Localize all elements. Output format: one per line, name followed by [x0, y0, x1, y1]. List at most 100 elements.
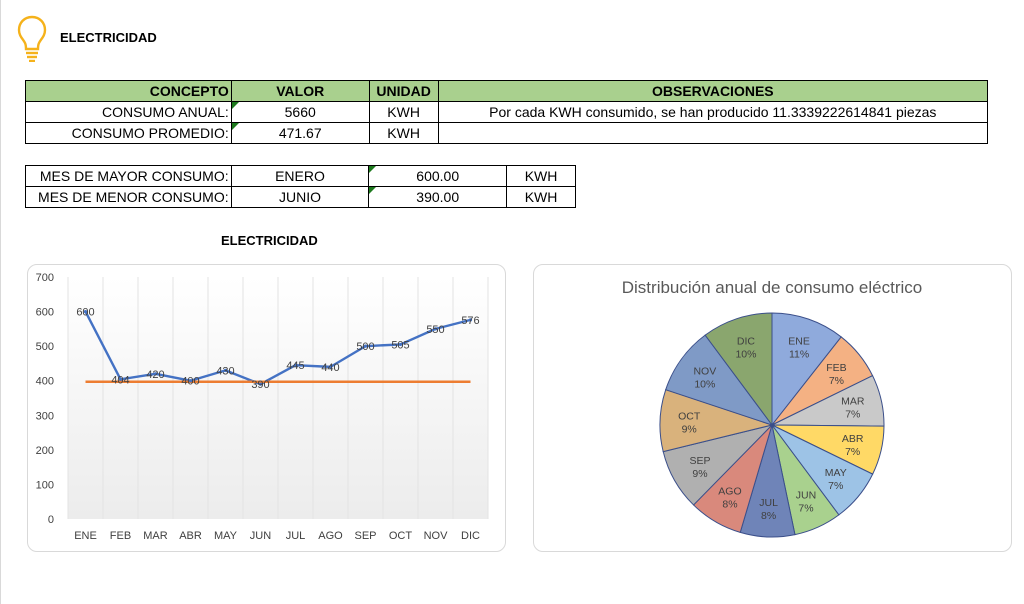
data-label: 500: [356, 341, 374, 353]
y-tick-label: 0: [48, 514, 54, 526]
x-tick-label: MAR: [143, 530, 168, 542]
header-observaciones[interactable]: OBSERVACIONES: [437, 80, 989, 102]
cell-valor[interactable]: 390.00: [368, 186, 508, 208]
data-label: 420: [146, 369, 164, 381]
data-point: [293, 363, 298, 367]
x-tick-label: JUL: [286, 530, 306, 542]
data-point: [258, 382, 263, 386]
page-title: ELECTRICIDAD: [60, 30, 157, 45]
pie-slice-label: DIC: [737, 335, 756, 347]
x-tick-label: AGO: [318, 530, 343, 542]
lightbulb-icon: [17, 15, 47, 62]
cell-valor-text: 471.67: [278, 125, 322, 141]
y-tick-label: 600: [36, 307, 54, 319]
pie-slice-label: MAR: [841, 396, 865, 408]
x-tick-label: MAY: [214, 530, 238, 542]
pie-slice-label: JUN: [796, 490, 816, 502]
data-label: 576: [461, 315, 479, 327]
data-label: 400: [181, 376, 199, 388]
y-tick-label: 400: [36, 376, 54, 388]
cell-valor-text: 5660: [284, 104, 316, 120]
data-label: 390: [251, 379, 269, 391]
data-label: 445: [286, 360, 304, 372]
cell-note-marker: [369, 166, 377, 173]
sheet-left-border: [0, 0, 1, 604]
pie-slice-label: JUL: [759, 497, 778, 509]
pie-chart-title: Distribución anual de consumo eléctrico: [622, 278, 923, 297]
table-row: CONSUMO ANUAL: 5660 KWH Por cada KWH con…: [25, 101, 989, 123]
cell-valor-text: 390.00: [416, 189, 460, 205]
pie-slice-label: FEB: [826, 362, 846, 374]
pie-slice-percent: 8%: [761, 510, 776, 522]
pie-slice-label: AGO: [718, 485, 741, 497]
cell-note-marker: [231, 102, 239, 109]
table-row: MES DE MAYOR CONSUMO: ENERO 600.00 KWH: [25, 165, 576, 187]
pie-slice-dic: [704, 312, 773, 427]
pie-slice-percent: 7%: [845, 446, 860, 458]
pie-slice-label: OCT: [678, 411, 701, 423]
cell-unidad[interactable]: KWH: [506, 165, 576, 187]
header-unidad[interactable]: UNIDAD: [368, 80, 439, 102]
summary-table: CONCEPTO VALOR UNIDAD OBSERVACIONES CONS…: [25, 80, 989, 144]
x-tick-label: OCT: [389, 530, 413, 542]
y-tick-label: 100: [36, 479, 54, 491]
data-point: [223, 368, 228, 372]
cell-concepto[interactable]: CONSUMO ANUAL:: [25, 101, 232, 123]
data-label: 505: [391, 339, 409, 351]
pie-slice-percent: 7%: [828, 480, 843, 492]
cell-valor[interactable]: 5660: [230, 101, 370, 123]
data-point: [363, 344, 368, 348]
x-tick-label: DIC: [461, 530, 480, 542]
cell-valor-text: 600.00: [416, 168, 460, 184]
cell-valor[interactable]: 600.00: [368, 165, 508, 187]
cell-observaciones[interactable]: [437, 122, 989, 144]
cell-valor[interactable]: 471.67: [230, 122, 370, 144]
pie-slice-percent: 7%: [845, 409, 860, 421]
y-tick-label: 700: [36, 272, 54, 284]
cell-label[interactable]: MES DE MAYOR CONSUMO:: [25, 165, 232, 187]
data-label: 440: [321, 362, 339, 374]
data-point: [188, 379, 193, 383]
x-tick-label: ABR: [179, 530, 202, 542]
cell-unidad[interactable]: KWH: [368, 101, 439, 123]
extremes-table: MES DE MAYOR CONSUMO: ENERO 600.00 KWH M…: [25, 165, 576, 208]
pie-chart: Distribución anual de consumo eléctrico E…: [622, 278, 923, 538]
x-tick-label: JUN: [250, 530, 271, 542]
data-point: [328, 365, 333, 369]
cell-concepto[interactable]: CONSUMO PROMEDIO:: [25, 122, 232, 144]
cell-observaciones[interactable]: Por cada KWH consumido, se han producido…: [437, 101, 989, 123]
header-valor[interactable]: VALOR: [230, 80, 370, 102]
data-point: [153, 372, 158, 376]
pie-slice-percent: 9%: [692, 468, 707, 480]
cell-mes[interactable]: JUNIO: [230, 186, 370, 208]
cell-unidad[interactable]: KWH: [368, 122, 439, 144]
line-chart-title: ELECTRICIDAD: [221, 233, 318, 248]
pie-slice-percent: 7%: [829, 375, 844, 387]
line-chart: 0 100 200 300 400 500 600 700 ENE FEB MAR ABR MAY JUN…: [36, 272, 489, 542]
pie-slice-percent: 10%: [694, 378, 715, 390]
pie-slice-label: ABR: [842, 433, 864, 445]
pie-slice-percent: 10%: [735, 348, 756, 360]
cell-label[interactable]: MES DE MENOR CONSUMO:: [25, 186, 232, 208]
pie-slice-percent: 8%: [722, 498, 737, 510]
pie-slice-percent: 11%: [789, 349, 809, 361]
cell-unidad[interactable]: KWH: [506, 186, 576, 208]
cell-note-marker: [231, 123, 239, 130]
table-row: MES DE MENOR CONSUMO: JUNIO 390.00 KWH: [25, 186, 576, 208]
y-tick-label: 200: [36, 445, 54, 457]
line-chart-card[interactable]: 0 100 200 300 400 500 600 700 ENE FEB MAR ABR MAY JUN…: [27, 264, 506, 552]
pie-slice-label: SEP: [689, 455, 710, 467]
cell-mes[interactable]: ENERO: [230, 165, 370, 187]
pie-slice-ene: [771, 312, 842, 427]
data-point: [118, 377, 123, 381]
data-label: 600: [76, 307, 94, 319]
summary-header-row: CONCEPTO VALOR UNIDAD OBSERVACIONES: [25, 80, 989, 102]
pie-chart-card[interactable]: Distribución anual de consumo eléctrico E…: [533, 264, 1012, 552]
x-tick-label: ENE: [74, 530, 97, 542]
table-row: CONSUMO PROMEDIO: 471.67 KWH: [25, 122, 989, 144]
x-tick-label: FEB: [110, 530, 131, 542]
header-concepto[interactable]: CONCEPTO: [25, 80, 232, 102]
pie-slice-percent: 7%: [798, 503, 813, 515]
data-point: [83, 309, 88, 314]
data-point: [468, 318, 473, 322]
